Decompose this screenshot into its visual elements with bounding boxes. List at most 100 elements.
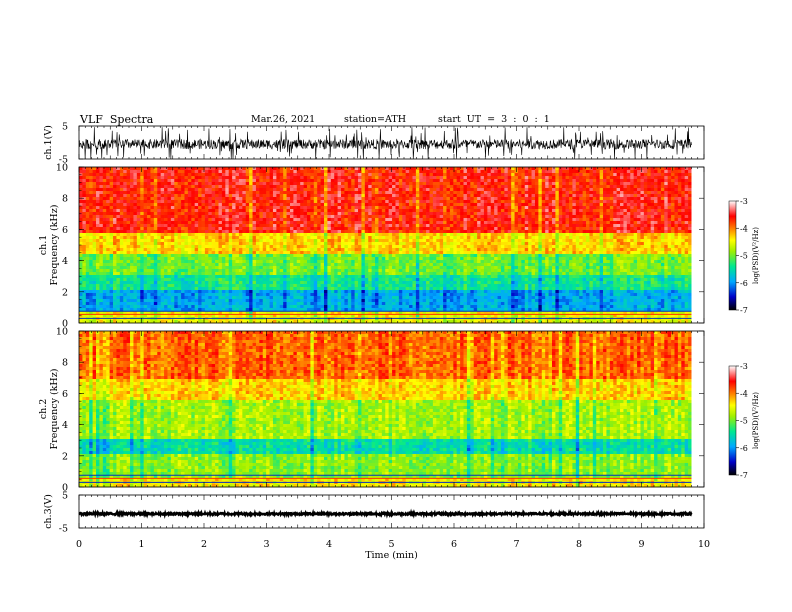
spectrogram-cell: [341, 200, 345, 204]
spectrogram-cell: [249, 224, 253, 228]
spectrogram-cell: [85, 242, 90, 246]
spectrogram-cell: [191, 203, 196, 207]
spectrogram-cell: [589, 242, 594, 246]
spectrogram-cell: [647, 191, 652, 195]
spectrogram-cell: [589, 200, 594, 204]
spectrogram-cell: [255, 248, 260, 252]
spectrogram-cell: [381, 239, 386, 243]
spectrogram-cell: [657, 188, 662, 192]
spectrogram-cell: [541, 200, 546, 204]
spectrogram-cell: [269, 191, 274, 195]
spectrogram-cell: [524, 167, 529, 171]
spectrogram-cell: [269, 203, 274, 207]
spectrogram-cell: [371, 176, 376, 180]
spectrogram-cell: [157, 218, 162, 222]
spectrogram-cell: [170, 242, 175, 246]
spectrogram-cell: [603, 191, 607, 195]
spectrogram-cell: [589, 212, 594, 216]
spectrogram-cell: [640, 179, 645, 183]
spectrogram-cell: [630, 176, 634, 180]
spectrogram-cell: [208, 242, 213, 246]
spectrogram-cell: [259, 188, 264, 192]
spectrogram-cell: [657, 218, 662, 222]
spectrogram-cell: [402, 221, 407, 225]
spectrogram-cell: [664, 197, 669, 201]
spectrogram-cell: [405, 179, 410, 183]
spectrogram-cell: [643, 233, 648, 237]
spectrogram-cell: [436, 245, 441, 249]
spectrogram-cell: [677, 176, 682, 180]
spectrogram-cell: [109, 221, 114, 225]
spectrogram-cell: [272, 179, 277, 183]
spectrogram-cell: [232, 194, 236, 198]
spectrogram-cell: [255, 230, 260, 234]
spectrogram-cell: [106, 209, 110, 213]
spectrogram-cell: [174, 218, 179, 222]
spectrogram-cell: [378, 176, 383, 180]
spectrogram-cell: [555, 185, 560, 189]
spectrogram-cell: [477, 176, 481, 180]
spectrogram-cell: [623, 197, 628, 201]
spectrogram-cell: [262, 224, 267, 228]
spectrogram-cell: [201, 176, 206, 180]
spectrogram-cell: [82, 197, 87, 201]
spectrogram-cell: [184, 173, 189, 177]
spectrogram-cell: [164, 191, 168, 195]
spectrogram-cell: [422, 224, 427, 228]
spectrogram-cell: [126, 203, 131, 207]
spectrogram-cell: [276, 248, 281, 252]
spectrogram-cell: [613, 239, 617, 243]
spectrogram-cell: [463, 182, 468, 186]
spectrogram-cell: [500, 197, 505, 201]
spectrogram-cell: [327, 218, 332, 222]
spectrogram-cell: [167, 200, 172, 204]
spectrogram-cell: [259, 167, 264, 171]
spectrogram-cell: [473, 227, 478, 231]
spectrogram-cell: [500, 239, 505, 243]
spectrogram-cell: [579, 245, 583, 249]
spectrogram-cell: [392, 245, 396, 249]
spectrogram-cell: [575, 197, 580, 201]
spectrogram-cell: [358, 194, 362, 198]
spectrogram-cell: [453, 206, 458, 210]
spectrogram-cell: [225, 188, 230, 192]
spectrogram-cell: [538, 230, 543, 234]
spectrogram-cell: [453, 212, 458, 216]
spectrogram-cell: [303, 167, 308, 171]
spectrogram-cell: [534, 176, 539, 180]
spectrogram-cell: [419, 191, 424, 195]
spectrogram-cell: [164, 245, 168, 249]
spectrogram-cell: [426, 200, 430, 204]
spectrogram-cell: [324, 170, 328, 174]
spectrogram-cell: [184, 206, 189, 210]
spectrogram-cell: [426, 212, 430, 216]
spectrogram-cell: [637, 212, 641, 216]
spectrogram-cell: [330, 188, 335, 192]
spectrogram-cell: [684, 176, 689, 180]
spectrogram-cell: [116, 203, 121, 207]
spectrogram-cell: [409, 224, 413, 228]
spectrogram-cell: [415, 248, 420, 252]
spectrogram-cell: [637, 206, 641, 210]
spectrogram-cell: [688, 188, 692, 192]
spectrogram-cell: [517, 179, 522, 183]
spectrogram-cell: [443, 227, 447, 231]
spectrogram-cell: [330, 227, 335, 231]
spectrogram-cell: [293, 239, 298, 243]
spectrogram-cell: [130, 185, 134, 189]
spectrogram-cell: [626, 224, 631, 228]
spectrogram-cell: [133, 197, 138, 201]
spectrogram-cell: [375, 239, 379, 243]
spectrogram-cell: [483, 203, 488, 207]
spectrogram-cell: [388, 185, 393, 189]
spectrogram-cell: [633, 230, 638, 234]
spectrogram-cell: [143, 245, 148, 249]
spectrogram-cell: [490, 170, 495, 174]
spectrogram-cell: [616, 227, 621, 231]
spectrogram-cell: [119, 191, 124, 195]
spectrogram-cell: [242, 230, 247, 234]
spectrogram-cell: [324, 248, 328, 252]
spectrogram-cell: [177, 209, 182, 213]
spectrogram-cell: [521, 227, 526, 231]
spectrogram-cell: [221, 206, 226, 210]
